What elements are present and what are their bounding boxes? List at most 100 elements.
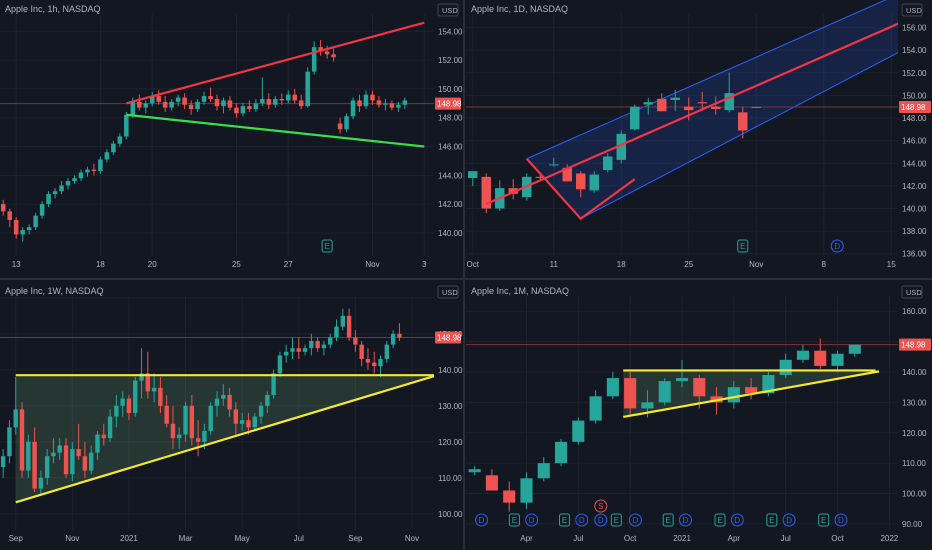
candle-body (124, 114, 129, 137)
earnings-icon (737, 239, 749, 253)
candle-body (796, 350, 810, 360)
earnings-marker[interactable]: E (321, 239, 333, 253)
last-price-label: 148.98 (437, 333, 462, 342)
candle-body (201, 96, 207, 102)
candle-body (285, 94, 291, 101)
candle-body (359, 344, 364, 359)
candle-body (606, 378, 619, 397)
candle-body (133, 380, 138, 413)
y-tick-label: 150.00 (902, 91, 927, 100)
candle-body (670, 97, 680, 100)
earnings-marker[interactable]: E (737, 239, 749, 253)
earnings-marker[interactable]: E (662, 513, 674, 527)
y-tick-label: 152.00 (438, 56, 463, 65)
candle-body (82, 456, 88, 471)
candle-body (0, 204, 6, 212)
x-tick-label: May (235, 534, 250, 543)
last-price-label: 148.98 (901, 103, 926, 112)
earnings-icon (766, 513, 778, 527)
candle-body (85, 169, 90, 173)
candle-body (260, 98, 265, 104)
event-label: S (598, 502, 603, 511)
dividend-icon (830, 239, 844, 253)
candle-body (104, 152, 110, 160)
candle-body (126, 398, 132, 413)
y-tick-label: 120.00 (902, 429, 927, 438)
earnings-marker[interactable]: E (766, 513, 778, 527)
x-tick-label: Mar (179, 534, 193, 543)
candle-body (298, 100, 304, 107)
dividend-marker[interactable]: D (475, 513, 489, 527)
candle-body (227, 100, 233, 108)
price-axis[interactable] (434, 0, 462, 276)
currency-label-box (437, 285, 459, 299)
candle-body (156, 96, 161, 102)
y-tick-label: 140.00 (438, 366, 463, 375)
dividend-marker[interactable]: D (594, 513, 608, 527)
y-tick-label: 100.00 (902, 490, 927, 499)
candle-body (848, 344, 861, 354)
y-tick-label: 156.00 (902, 24, 927, 33)
x-tick-label: Sep (348, 534, 363, 543)
dividend-marker[interactable]: D (730, 513, 744, 527)
candle-body (468, 469, 481, 473)
split-marker[interactable]: S (594, 499, 608, 513)
chart-pane-3[interactable]: Apple Inc, 1W, NASDAQ USD 100.00 110.00 120.… (0, 282, 463, 550)
earnings-marker[interactable]: E (818, 513, 830, 527)
x-tick-label: 2021 (673, 534, 691, 543)
candle-body (111, 143, 116, 153)
y-tick-label: 140.00 (438, 229, 463, 238)
dividend-marker[interactable]: D (575, 513, 589, 527)
y-tick-label: 136.00 (902, 250, 927, 259)
candle-body (468, 171, 478, 178)
candle-body (684, 106, 694, 111)
candle-body (311, 47, 317, 72)
x-tick-label: 20 (148, 260, 157, 269)
candle-body (51, 452, 56, 457)
chart-pane-1[interactable]: E Apple Inc, 1h, NASDAQ USD 140.00 142.00 144… (0, 0, 463, 276)
price-axis[interactable] (898, 0, 932, 276)
event-label: D (579, 516, 585, 525)
y-tick-label: 146.00 (902, 137, 927, 146)
candle-body (158, 387, 163, 406)
trend-line-2[interactable] (623, 370, 880, 419)
chart-pane-2[interactable]: E D Apple Inc, 1D, NASDAQ USD 136.00 138.00 14… (466, 0, 932, 276)
trend-line-2[interactable] (126, 113, 425, 148)
trend-line-2[interactable] (15, 374, 438, 504)
dividend-marker[interactable]: D (830, 239, 844, 253)
channel-upper-line (526, 0, 887, 160)
candle-body (383, 103, 388, 105)
candle-body (59, 185, 64, 192)
candle-body (616, 133, 626, 160)
price-axis[interactable] (898, 282, 932, 550)
candle-body (202, 431, 207, 442)
x-tick-label: 18 (617, 260, 626, 269)
trend-line-1[interactable] (485, 19, 906, 205)
dividend-marker[interactable]: D (834, 513, 848, 527)
earnings-marker[interactable]: E (558, 513, 570, 527)
price-axis[interactable] (434, 282, 462, 550)
earnings-marker[interactable]: E (508, 513, 520, 527)
y-tick-label: 152.00 (902, 69, 927, 78)
candle-body (76, 449, 81, 457)
x-tick-label: Sep (9, 534, 24, 543)
candle-body (305, 71, 310, 107)
dividend-marker[interactable]: D (628, 513, 642, 527)
candle-body (57, 445, 62, 453)
dividend-marker[interactable]: D (782, 513, 796, 527)
dividend-icon (730, 513, 744, 527)
candle-body (0, 456, 6, 467)
dividend-marker[interactable]: D (678, 513, 692, 527)
dividend-marker[interactable]: D (525, 513, 539, 527)
trend-line-2[interactable] (525, 158, 636, 221)
y-tick-label: 130.00 (902, 398, 927, 407)
candle-body (630, 106, 640, 130)
earnings-marker[interactable]: E (714, 513, 726, 527)
trend-line-1[interactable] (126, 21, 425, 105)
x-tick-label: Nov (365, 260, 379, 269)
x-tick-label: Jul (294, 534, 304, 543)
earnings-marker[interactable]: E (610, 513, 622, 527)
candle-body (309, 341, 314, 349)
